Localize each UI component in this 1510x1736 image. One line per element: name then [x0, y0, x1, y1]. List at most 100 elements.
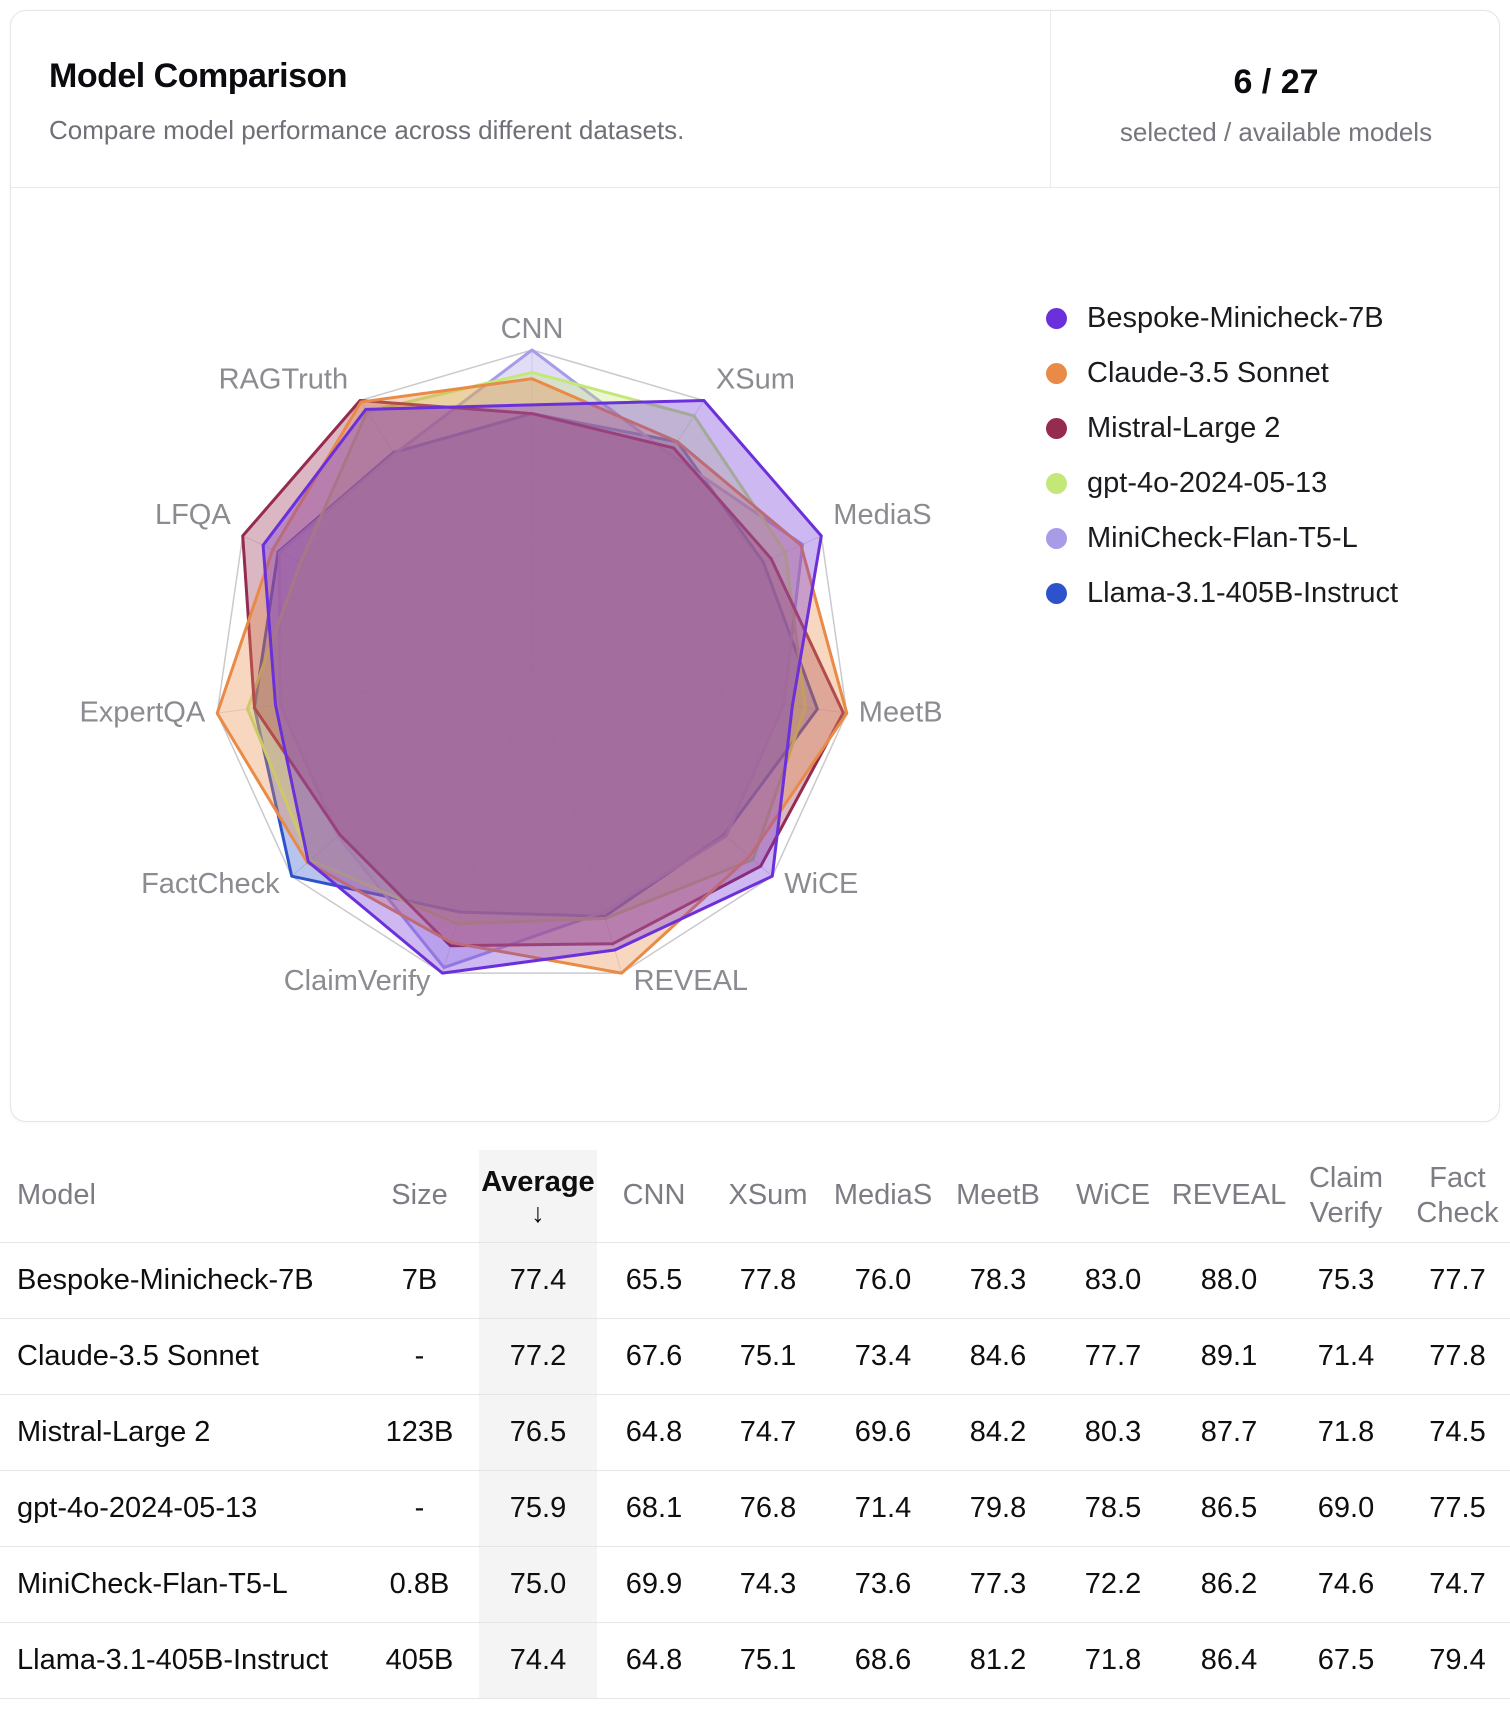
cell-meetb: 81.2 — [941, 1622, 1055, 1699]
legend-label: gpt-4o-2024-05-13 — [1087, 467, 1328, 499]
radar-series-claude-3-5-sonnet — [215, 377, 849, 975]
legend-item[interactable]: gpt-4o-2024-05-13 — [1046, 456, 1398, 511]
column-header-average[interactable]: Average ↓ — [479, 1150, 597, 1243]
table-row: MiniCheck-Flan-T5-L 0.8B 75.0 69.9 74.3 73.6 7… — [0, 1546, 1510, 1623]
radar-grid-spoke — [291, 667, 533, 877]
legend-swatch-icon — [1046, 308, 1067, 329]
column-header-claim-verify[interactable]: Claim Verify — [1287, 1150, 1405, 1243]
radar-axis-label-xsum: XSum — [716, 364, 795, 396]
legend-item[interactable]: Bespoke-Minicheck-7B — [1046, 291, 1398, 346]
cell-average: 75.0 — [479, 1546, 597, 1623]
column-header-label: MediaS — [833, 1179, 933, 1212]
cell-reveal: 89.1 — [1171, 1318, 1287, 1395]
cell-xsum: 76.8 — [711, 1470, 825, 1547]
cell-claim-verify: 69.0 — [1287, 1470, 1405, 1547]
cell-fact-check: 77.8 — [1405, 1318, 1510, 1395]
table-row: gpt-4o-2024-05-13-75.9 68.1 76.8 71.4 79.8 78… — [0, 1470, 1510, 1547]
cell-meetb: 79.8 — [941, 1470, 1055, 1547]
radar-axis-label-wice: WiCE — [784, 868, 858, 900]
cell-wice: 71.8 — [1055, 1622, 1171, 1699]
cell-model: gpt-4o-2024-05-13 — [0, 1470, 360, 1547]
column-header-label: Model — [17, 1179, 96, 1212]
cell-size: 123B — [360, 1394, 479, 1471]
cell-cnn: 64.8 — [597, 1394, 711, 1471]
radar-axis-label-medias: MediaS — [833, 499, 931, 531]
legend-swatch-icon — [1046, 583, 1067, 604]
radar-grid-ring — [405, 540, 659, 791]
column-header-label: Size — [391, 1179, 448, 1212]
chart-legend: Bespoke-Minicheck-7B Claude-3.5 Sonnet Mis… — [1046, 291, 1398, 621]
column-header-fact-check[interactable]: Fact Check — [1405, 1150, 1510, 1243]
cell-medias: 68.6 — [825, 1622, 941, 1699]
cell-medias: 73.4 — [825, 1318, 941, 1395]
column-header-label: WiCE — [1075, 1179, 1151, 1212]
legend-swatch-icon — [1046, 363, 1067, 384]
cell-xsum: 77.8 — [711, 1242, 825, 1319]
radar-series-gpt-4o-2024-05-13 — [246, 370, 807, 926]
cell-xsum: 74.3 — [711, 1546, 825, 1623]
column-header-size[interactable]: Size — [360, 1150, 479, 1243]
radar-axis-label-expertqa: ExpertQA — [79, 696, 205, 728]
column-header-meetb[interactable]: MeetB — [941, 1150, 1055, 1243]
column-header-xsum[interactable]: XSum — [711, 1150, 825, 1243]
cell-medias: 69.6 — [825, 1394, 941, 1471]
cell-cnn: 67.6 — [597, 1318, 711, 1395]
legend-label: Claude-3.5 Sonnet — [1087, 357, 1329, 389]
column-header-label: Fact Check — [1416, 1161, 1499, 1229]
cell-claim-verify: 71.8 — [1287, 1394, 1405, 1471]
radar-series-mistral-large-2 — [241, 399, 845, 948]
cell-meetb: 77.3 — [941, 1546, 1055, 1623]
table-row: Claude-3.5 Sonnet -77.2 67.6 75.1 73.4 84.6 77… — [0, 1318, 1510, 1395]
cell-xsum: 75.1 — [711, 1622, 825, 1699]
column-header-reveal[interactable]: REVEAL — [1171, 1150, 1287, 1243]
legend-item[interactable]: Claude-3.5 Sonnet — [1046, 346, 1398, 401]
cell-fact-check: 79.4 — [1405, 1622, 1510, 1699]
legend-label: Bespoke-Minicheck-7B — [1087, 302, 1384, 334]
column-header-label: MeetB — [956, 1179, 1040, 1212]
radar-grid-spoke — [531, 667, 773, 877]
table-header-row: Model Size Average ↓ CNN XSum MediaS MeetB WiCE R… — [0, 1150, 1510, 1243]
radar-grid-spoke — [531, 667, 623, 974]
column-header-label: REVEAL — [1171, 1179, 1287, 1212]
cell-cnn: 68.1 — [597, 1470, 711, 1547]
radar-axis-label-factcheck: FactCheck — [141, 868, 280, 900]
radar-grid-ring — [468, 603, 596, 730]
radar-grid-ring — [279, 413, 785, 913]
cell-wice: 83.0 — [1055, 1242, 1171, 1319]
radar-grid-spoke — [217, 667, 533, 714]
cell-xsum: 74.7 — [711, 1394, 825, 1471]
cell-cnn: 64.8 — [597, 1622, 711, 1699]
column-header-medias[interactable]: MediaS — [825, 1150, 941, 1243]
cell-claim-verify: 67.5 — [1287, 1622, 1405, 1699]
cell-average: 76.5 — [479, 1394, 597, 1471]
radar-grid-spoke — [531, 400, 705, 669]
cell-size: 405B — [360, 1622, 479, 1699]
cell-cnn: 65.5 — [597, 1242, 711, 1319]
cell-xsum: 75.1 — [711, 1318, 825, 1395]
cell-medias: 76.0 — [825, 1242, 941, 1319]
page-subtitle: Compare model performance across differe… — [49, 115, 685, 145]
column-header-model[interactable]: Model — [0, 1150, 360, 1243]
cell-meetb: 84.6 — [941, 1318, 1055, 1395]
card-header-left: Model Comparison Compare model performan… — [11, 11, 1051, 188]
cell-claim-verify: 74.6 — [1287, 1546, 1405, 1623]
radar-axis-label-meetb: MeetB — [859, 696, 943, 728]
legend-swatch-icon — [1046, 418, 1067, 439]
cell-meetb: 84.2 — [941, 1394, 1055, 1471]
cell-fact-check: 77.7 — [1405, 1242, 1510, 1319]
column-header-cnn[interactable]: CNN — [597, 1150, 711, 1243]
selected-models-count: 6 / 27 — [1233, 63, 1319, 101]
radar-axis-label-ragtruth: RAGTruth — [219, 364, 348, 396]
cell-medias: 71.4 — [825, 1470, 941, 1547]
legend-item[interactable]: MiniCheck-Flan-T5-L — [1046, 511, 1398, 566]
legend-item[interactable]: Mistral-Large 2 — [1046, 401, 1398, 456]
legend-item[interactable]: Llama-3.1-405B-Instruct — [1046, 566, 1398, 621]
cell-wice: 72.2 — [1055, 1546, 1171, 1623]
column-header-wice[interactable]: WiCE — [1055, 1150, 1171, 1243]
cell-average: 77.4 — [479, 1242, 597, 1319]
cell-reveal: 86.5 — [1171, 1470, 1287, 1547]
table-row: Mistral-Large 2 123B 76.5 64.8 74.7 69.6 84.2 8… — [0, 1394, 1510, 1471]
column-header-label: Average — [481, 1165, 595, 1198]
radar-chart: CNN XSum MediaS MeetB WiCE REVEAL ClaimVerify F… — [79, 313, 943, 997]
radar-grid-spoke — [359, 400, 533, 669]
